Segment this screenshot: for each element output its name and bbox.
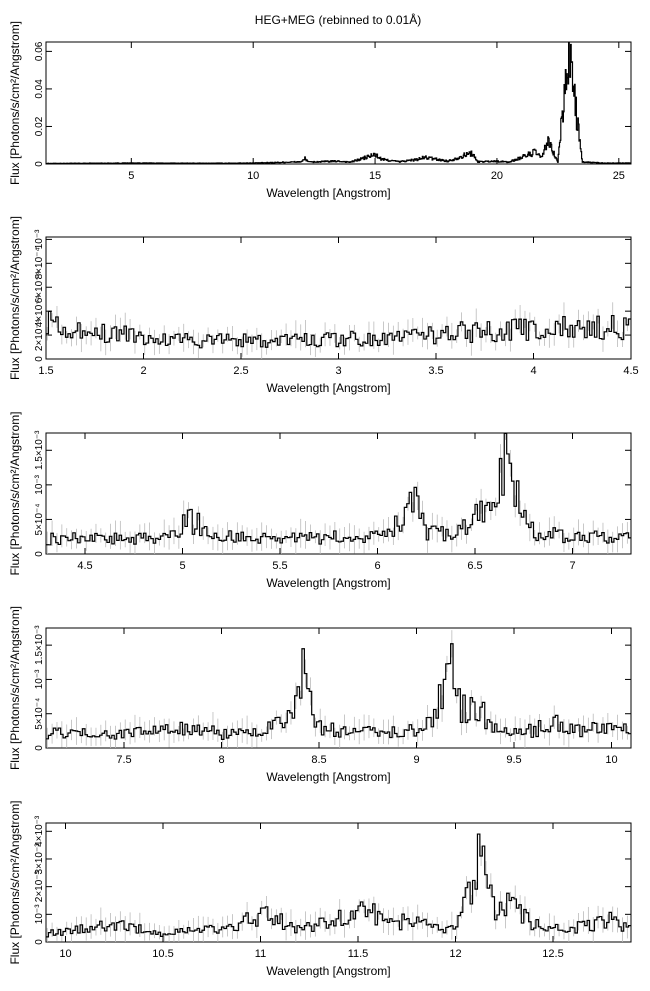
y-tick-label: 1.5×10⁻³ <box>34 625 45 665</box>
x-tick-label: 3 <box>335 365 341 377</box>
spectrum-line <box>46 833 631 938</box>
y-tick-label: 8×10⁻⁴ <box>34 247 45 279</box>
x-tick-label: 9 <box>413 754 419 766</box>
x-tick-label: 4 <box>530 365 536 377</box>
plot-frame <box>45 822 632 943</box>
y-tick-label: 5×10⁻⁴ <box>34 698 45 730</box>
x-tick-label: 10.5 <box>152 948 173 960</box>
y-tick-label: 2×10⁻⁴ <box>34 319 45 351</box>
x-tick-label: 25 <box>613 170 625 182</box>
y-tick-label: 0.04 <box>34 79 45 99</box>
x-tick-label: 7.5 <box>116 754 131 766</box>
spectrum-line <box>46 310 631 349</box>
x-tick-label: 2.5 <box>233 365 248 377</box>
x-tick-label: 10 <box>59 948 71 960</box>
y-tick-label: 10⁻³ <box>34 669 45 689</box>
spectrum-line <box>46 42 631 164</box>
x-tick-label: 12 <box>449 948 461 960</box>
y-axis-label: Flux [Photons/s/cm²/Angstrom] <box>8 21 22 185</box>
y-tick-label: 10⁻³ <box>34 229 45 249</box>
y-tick-label: 5×10⁻⁴ <box>34 503 45 535</box>
x-tick-label: 8.5 <box>311 754 326 766</box>
x-axis-label: Wavelength [Angstrom] <box>266 770 390 784</box>
x-axis-label: Wavelength [Angstrom] <box>266 381 390 395</box>
figure-title: HEG+MEG (rebinned to 0.01Å) <box>255 12 421 27</box>
x-tick-label: 4.5 <box>77 560 92 572</box>
y-tick-label: 4×10⁻⁴ <box>34 295 45 327</box>
x-tick-label: 6 <box>374 560 380 572</box>
x-tick-label: 9.5 <box>506 754 521 766</box>
x-axis-label: Wavelength [Angstrom] <box>266 964 390 978</box>
y-axis-label: Flux [Photons/s/cm²/Angstrom] <box>8 411 22 575</box>
plot-frame <box>45 627 632 749</box>
y-tick-label: 3×10⁻³ <box>34 843 45 875</box>
panel-3: 4.5 5 5.5 6 6.5 7 0 5×10⁻⁴ 10⁻³ 1.5×10⁻³ Wavelengt… <box>8 411 632 590</box>
x-axis-label: Wavelength [Angstrom] <box>266 576 390 590</box>
y-tick-label: 0 <box>34 551 45 557</box>
x-tick-label: 10 <box>247 170 259 182</box>
x-tick-label: 15 <box>369 170 381 182</box>
y-tick-label: 0 <box>34 939 45 945</box>
x-axis-label: Wavelength [Angstrom] <box>266 186 390 200</box>
x-tick-label: 10 <box>605 754 617 766</box>
x-tick-label: 7 <box>569 560 575 572</box>
y-tick-label: 0 <box>34 745 45 751</box>
y-tick-label: 0 <box>34 356 45 362</box>
x-tick-label: 5.5 <box>272 560 287 572</box>
panel-4: 7.5 8 8.5 9 9.5 10 0 5×10⁻⁴ 10⁻³ 1.5×10⁻³ Waveleng… <box>8 606 632 784</box>
y-tick-label: 1.5×10⁻³ <box>34 430 45 470</box>
spectrum-line <box>46 433 631 546</box>
plot-frame <box>45 41 632 165</box>
spectrum-line <box>46 643 631 740</box>
x-tick-label: 5 <box>128 170 134 182</box>
x-tick-label: 1.5 <box>38 365 53 377</box>
x-tick-label: 6.5 <box>467 560 482 572</box>
x-tick-label: 12.5 <box>542 948 563 960</box>
panel-1: 5 10 15 20 25 0 0.02 0.04 0.06 Wavelength [Angstr… <box>8 21 632 200</box>
x-tick-label: 11.5 <box>348 948 369 960</box>
y-axis-label: Flux [Photons/s/cm²/Angstrom] <box>8 606 22 770</box>
y-axis-label: Flux [Photons/s/cm²/Angstrom] <box>8 216 22 380</box>
y-axis-label: Flux [Photons/s/cm²/Angstrom] <box>8 800 22 964</box>
x-tick-label: 20 <box>491 170 503 182</box>
plot-frame <box>45 432 632 555</box>
x-tick-label: 3.5 <box>428 365 443 377</box>
x-tick-label: 11 <box>255 948 266 960</box>
y-tick-label: 10⁻³ <box>34 474 45 494</box>
y-tick-label: 4×10⁻³ <box>34 815 45 847</box>
y-tick-label: 6×10⁻⁴ <box>34 271 45 303</box>
x-tick-label: 4.5 <box>623 365 638 377</box>
x-tick-label: 2 <box>140 365 146 377</box>
panel-5: 10 10.5 11 11.5 12 12.5 0 10⁻³ 2×10⁻³3×10⁻³4×10⁻… <box>8 800 632 978</box>
y-tick-label: 0.06 <box>34 41 45 61</box>
x-tick-label: 8 <box>218 754 224 766</box>
y-tick-label: 0.02 <box>34 116 45 136</box>
x-tick-label: 5 <box>179 560 185 572</box>
y-tick-label: 10⁻³ <box>34 904 45 924</box>
panel-2: 1.5 2 2.5 3 3.5 4 4.5 0 2×10⁻⁴4×10⁻⁴6×10⁻⁴8×10⁻⁴… <box>8 216 639 395</box>
y-tick-label: 0 <box>34 161 45 167</box>
y-tick-label: 2×10⁻³ <box>34 870 45 902</box>
